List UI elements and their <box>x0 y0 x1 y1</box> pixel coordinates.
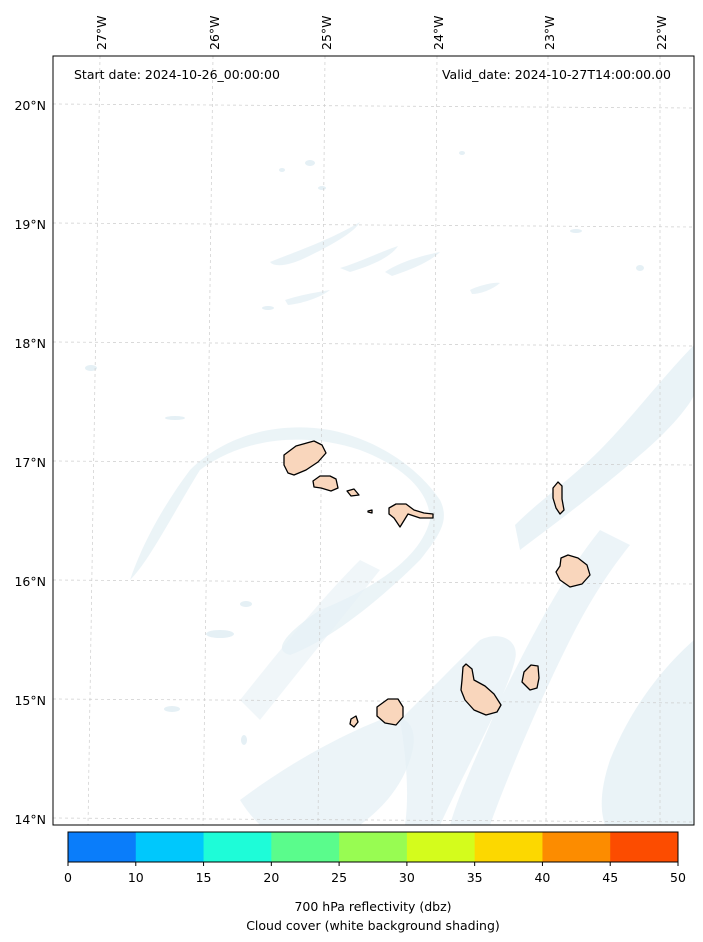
gridline-lat-14n <box>52 817 695 823</box>
colorbar-segment-5 <box>406 832 476 862</box>
colorbar-tick-label-7: 40 <box>534 870 550 885</box>
island-santiago <box>460 663 502 716</box>
colorbar-tick-label-5: 30 <box>399 870 415 885</box>
lat-tick-20n: 20°N <box>14 98 46 113</box>
island-sao-nicolau <box>388 503 434 528</box>
map-area <box>52 55 695 826</box>
island-maio <box>521 664 540 691</box>
island-raso <box>367 509 373 514</box>
gridline-lon-23w <box>545 55 549 826</box>
cloud-streak-southwest <box>240 560 380 720</box>
map-gridlines <box>52 55 695 826</box>
start-date-label: Start date: 2024-10-26_00:00:00 <box>74 67 280 82</box>
gridline-lat-15n <box>52 698 695 704</box>
lon-tick-22w: 22°W <box>654 15 669 50</box>
colorbar-segments <box>68 832 679 862</box>
colorbar-tick-label-1: 10 <box>128 870 144 885</box>
cloud-speck-8 <box>279 168 285 172</box>
lat-tick-17n: 17°N <box>14 455 46 470</box>
colorbar-tick-label-2: 15 <box>196 870 212 885</box>
longitude-tick-labels: 27°W 26°W 25°W 24°W 23°W 22°W <box>94 15 669 50</box>
gridline-lon-25w <box>317 55 326 826</box>
cloud-speck-12 <box>262 306 274 310</box>
colorbar-tick-label-4: 25 <box>331 870 347 885</box>
gridline-lat-20n <box>52 103 695 109</box>
colorbar-ticks: 0 10 15 20 25 30 35 40 45 50 <box>64 862 686 885</box>
latitude-tick-labels: 20°N 19°N 18°N 17°N 16°N 15°N 14°N <box>14 98 46 827</box>
gridline-lon-26w <box>202 55 214 826</box>
cloud-band-central-diagonal <box>450 530 630 825</box>
colorbar-segment-7 <box>542 832 611 862</box>
islands <box>283 440 591 728</box>
cloud-speck-13 <box>241 735 247 745</box>
lon-tick-24w: 24°W <box>431 15 446 50</box>
cloud-speck-5 <box>164 706 180 712</box>
island-sao-vicente <box>312 475 339 492</box>
island-sal <box>552 481 565 515</box>
colorbar-segment-0 <box>68 832 137 862</box>
map-frame <box>52 55 695 826</box>
cloud-region-south <box>240 717 414 825</box>
colorbar-segment-4 <box>339 832 408 862</box>
colorbar-tick-label-3: 20 <box>263 870 279 885</box>
lat-tick-19n: 19°N <box>14 217 46 232</box>
colorbar-frame <box>67 831 679 863</box>
valid-date-label: Valid_date: 2024-10-27T14:00:00.00 <box>442 67 671 82</box>
cloud-speck-9 <box>459 151 465 155</box>
gridline-lat-18n <box>52 341 695 347</box>
gridline-lon-27w <box>87 55 101 826</box>
cloud-speck-11 <box>636 265 644 271</box>
island-boa-vista <box>555 554 591 588</box>
lon-tick-27w: 27°W <box>94 15 109 50</box>
colorbar-tick-label-6: 35 <box>467 870 483 885</box>
lat-tick-16n: 16°N <box>14 574 46 589</box>
colorbar-label-reflectivity: 700 hPa reflectivity (dbz) <box>294 899 451 914</box>
map-background <box>53 56 694 825</box>
gridline-lon-24w <box>431 55 438 826</box>
lat-tick-14n: 14°N <box>14 812 46 827</box>
colorbar-segment-1 <box>135 832 205 862</box>
lon-tick-26w: 26°W <box>207 15 222 50</box>
colorbar-tick-label-0: 0 <box>64 870 72 885</box>
cloud-region-central <box>130 427 444 655</box>
lon-tick-25w: 25°W <box>319 15 334 50</box>
colorbar-label-cloud-cover: Cloud cover (white background shading) <box>246 918 500 933</box>
cloud-speck-4 <box>206 630 234 638</box>
colorbar-segment-6 <box>474 832 543 862</box>
island-brava <box>349 715 359 728</box>
cloud-speck-3 <box>240 601 252 607</box>
lat-tick-15n: 15°N <box>14 693 46 708</box>
island-fogo <box>376 698 404 726</box>
cloud-streaks-north <box>270 222 500 305</box>
cloud-speck-2 <box>165 416 185 420</box>
island-santo-antao <box>283 440 327 476</box>
lon-tick-23w: 23°W <box>542 15 557 50</box>
cloud-region-south-east <box>400 636 516 825</box>
gridline-lat-19n <box>52 222 695 228</box>
cloud-speck-6 <box>305 160 315 166</box>
cloud-speck-10 <box>570 229 582 233</box>
colorbar: 0 10 15 20 25 30 35 40 45 50 <box>64 831 686 885</box>
colorbar-segment-8 <box>610 832 679 862</box>
colorbar-segment-2 <box>203 832 272 862</box>
island-santa-luzia <box>346 488 360 497</box>
colorbar-tick-label-8: 45 <box>602 870 618 885</box>
colorbar-segment-3 <box>271 832 340 862</box>
gridline-lat-16n <box>52 579 695 585</box>
cloud-speck-1 <box>85 365 97 371</box>
lat-tick-18n: 18°N <box>14 336 46 351</box>
colorbar-tick-label-9: 50 <box>670 870 686 885</box>
cloud-band-southeast <box>601 640 694 825</box>
gridline-lat-17n <box>52 460 695 466</box>
cloud-speck-7 <box>318 186 326 190</box>
